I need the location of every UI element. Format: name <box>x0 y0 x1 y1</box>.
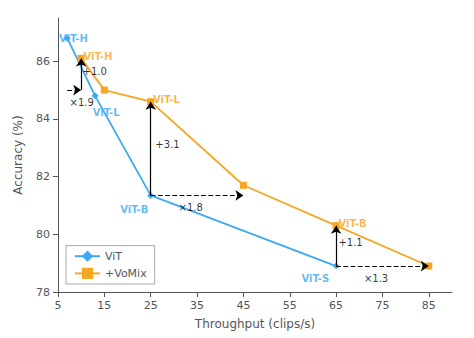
svg-text:Accuracy (%): Accuracy (%) <box>11 115 25 194</box>
svg-text:75: 75 <box>375 299 389 312</box>
svg-text:25: 25 <box>144 299 158 312</box>
svg-text:ViT-H: ViT-H <box>83 51 112 62</box>
svg-text:×1.9: ×1.9 <box>70 97 94 108</box>
svg-text:ViT-B: ViT-B <box>338 218 366 229</box>
svg-text:80: 80 <box>36 228 50 241</box>
svg-text:65: 65 <box>329 299 343 312</box>
svg-text:+3.1: +3.1 <box>155 139 179 150</box>
svg-text:85: 85 <box>422 299 436 312</box>
svg-text:5: 5 <box>55 299 62 312</box>
svg-text:ViT-B: ViT-B <box>120 204 148 215</box>
svg-text:+1.0: +1.0 <box>83 66 107 77</box>
svg-text:ViT-S: ViT-S <box>301 273 329 284</box>
svg-text:ViT-L: ViT-L <box>153 94 180 105</box>
svg-text:ViT: ViT <box>105 250 122 263</box>
svg-text:84: 84 <box>36 112 50 125</box>
svg-text:×1.3: ×1.3 <box>364 273 388 284</box>
svg-text:15: 15 <box>97 299 111 312</box>
svg-text:×1.8: ×1.8 <box>179 202 203 213</box>
svg-text:82: 82 <box>36 170 50 183</box>
svg-text:35: 35 <box>190 299 204 312</box>
svg-text:+VoMix: +VoMix <box>105 267 147 280</box>
svg-text:45: 45 <box>236 299 250 312</box>
svg-text:78: 78 <box>36 286 50 299</box>
svg-text:Throughput (clips/s): Throughput (clips/s) <box>194 317 315 331</box>
svg-text:ViT-L: ViT-L <box>93 107 120 118</box>
svg-text:55: 55 <box>283 299 297 312</box>
svg-text:+1.1: +1.1 <box>338 237 362 248</box>
svg-text:86: 86 <box>36 55 50 68</box>
svg-text:ViT-H: ViT-H <box>59 33 88 44</box>
